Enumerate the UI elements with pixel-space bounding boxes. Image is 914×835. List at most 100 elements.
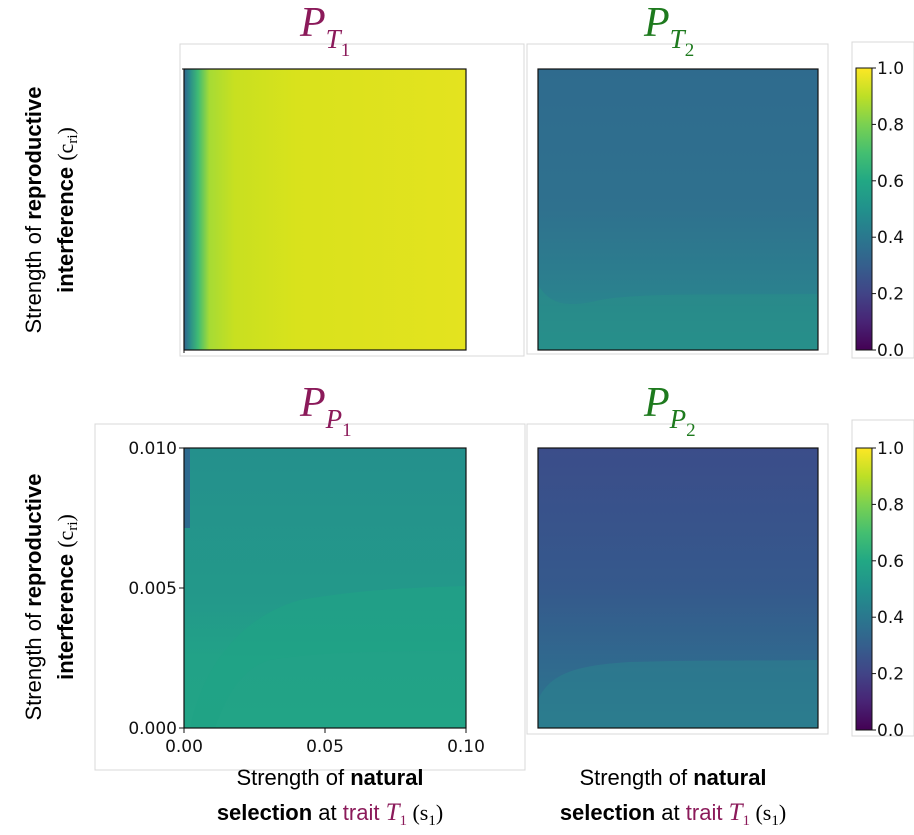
title-pt1: PT1	[299, 0, 350, 61]
title-pt2-sub: T	[670, 24, 687, 54]
title-pp2-base: P	[643, 380, 670, 426]
colorbar-top-tick-label: 0.4	[877, 228, 904, 248]
frame-t1	[179, 43, 525, 357]
heatmap-pp1-band	[190, 586, 466, 728]
xlabel-left-close: )	[436, 800, 443, 825]
heatmap-pt2	[537, 68, 819, 351]
xlabel-left-Tsub: 1	[399, 813, 407, 829]
ylabel-top-line1: Strength of reproductive	[21, 86, 46, 333]
xlabel-left-T: T	[386, 799, 402, 826]
xlabel-left-s: (s	[407, 800, 428, 825]
title-pt1-base: P	[299, 0, 326, 46]
colorbar-bottom: 1.0 0.8 0.6 0.4 0.2 0.0	[855, 439, 904, 741]
heatmap-pt2-border	[537, 68, 819, 351]
title-pp1-sub: P	[325, 404, 343, 434]
title-pp2: PP2	[643, 380, 696, 441]
pp1-ytick-label: 0.000	[128, 719, 177, 739]
ylabel-bottom-bold2: interference	[53, 554, 78, 680]
pp1-xtick-label: 0.05	[306, 737, 344, 757]
ylabel-bottom-close: )	[53, 514, 78, 521]
xlabel-left-mid: at	[312, 800, 343, 825]
frame-p1	[94, 423, 526, 771]
heatmap-pp2	[537, 447, 819, 729]
ylabel-top: Strength of reproductive interference (c…	[21, 86, 81, 333]
pp1-ytick-label: 0.005	[128, 579, 177, 599]
colorbar-bottom-tick-label: 1.0	[877, 439, 904, 459]
colorbar-top-tick-label: 0.8	[877, 115, 904, 135]
ylabel-top-line2: interference (cri)	[53, 127, 81, 293]
xlabel-left-line2: selection at trait T1 (s1)	[217, 799, 443, 829]
colorbar-top: 1.0 0.8 0.6 0.4 0.2 0.0	[855, 59, 904, 361]
frame-p2	[526, 423, 829, 735]
colorbar-top-bar	[855, 67, 873, 351]
colorbar-top-tick-label: 1.0	[877, 59, 904, 79]
frame-t2	[526, 43, 829, 355]
xlabel-left-pre: Strength of	[236, 765, 350, 790]
colorbar-top-tick-label: 0.0	[877, 341, 904, 361]
xlabel-left-bold2: selection	[217, 800, 312, 825]
heatmap-pp2-border	[537, 447, 819, 729]
pp1-ytick-label: 0.010	[128, 439, 177, 459]
ylabel-bottom-pre: Strength of	[21, 607, 46, 721]
xlabel-right-s: (s	[750, 800, 771, 825]
xlabel-right-ssub: 1	[771, 813, 779, 829]
heatmap-pp2-band	[538, 660, 818, 728]
title-pt2-subsub: 2	[685, 40, 695, 61]
colorbar-top-tick-label: 0.6	[877, 172, 904, 192]
ylabel-bottom: Strength of reproductive interference (c…	[21, 473, 81, 720]
ylabel-bottom-sym: (c	[53, 530, 78, 547]
pp1-axes: 0.000 0.005 0.010 0.00 0.05 0.10	[128, 439, 485, 757]
xlabel-left-bold: natural	[350, 765, 423, 790]
colorbar-bottom-bar	[855, 447, 873, 731]
title-pp1-base: P	[299, 380, 326, 426]
colorbar-bottom-tick-label: 0.2	[877, 665, 904, 685]
heatmap-pp1-left-strip	[184, 448, 190, 528]
title-pp1: PP1	[299, 380, 352, 441]
colorbar-bottom-tick-label: 0.4	[877, 608, 904, 628]
title-pp1-subsub: 1	[342, 420, 352, 441]
xlabel-right: Strength of natural selection at trait T…	[560, 765, 786, 829]
title-pt2-base: P	[643, 0, 670, 46]
ylabel-top-close: )	[53, 127, 78, 134]
title-pp2-sub: P	[669, 404, 687, 434]
pp1-xtick-label: 0.10	[447, 737, 485, 757]
xlabel-right-line2: selection at trait T1 (s1)	[560, 799, 786, 829]
colorbar-bottom-tick-label: 0.8	[877, 495, 904, 515]
frame-cbar-bottom	[851, 419, 914, 737]
heatmap-pt1	[182, 68, 467, 353]
heatmap-pp1	[183, 447, 467, 729]
xlabel-left-ssub: 1	[428, 813, 436, 829]
colorbar-bottom-tick-label: 0.0	[877, 721, 904, 741]
xlabel-right-pre: Strength of	[579, 765, 693, 790]
xlabel-right-trait: trait	[686, 800, 729, 825]
xlabel-right-Tsub: 1	[742, 813, 750, 829]
heatmap-pt2-band	[538, 285, 818, 350]
ylabel-bottom-bold: reproductive	[21, 473, 46, 606]
pp1-xtick-label: 0.00	[165, 737, 203, 757]
xlabel-right-bold: natural	[693, 765, 766, 790]
ylabel-top-bold: reproductive	[21, 86, 46, 219]
title-pt2: PT2	[643, 0, 694, 61]
heatmap-pt1-border	[183, 68, 467, 351]
heatmap-pt1-field	[184, 69, 466, 350]
ylabel-top-pre: Strength of	[21, 220, 46, 334]
xlabel-right-close: )	[779, 800, 786, 825]
xlabel-right-mid: at	[655, 800, 686, 825]
colorbar-top-tick-label: 0.2	[877, 285, 904, 305]
ylabel-bottom-line2: interference (cri)	[53, 514, 81, 680]
title-pt1-subsub: 1	[341, 40, 351, 61]
title-pt1-sub: T	[326, 24, 343, 54]
xlabel-left: Strength of natural selection at trait T…	[217, 765, 443, 829]
title-pp2-subsub: 2	[686, 420, 696, 441]
ylabel-top-bold2: interference	[53, 167, 78, 293]
xlabel-right-bold2: selection	[560, 800, 655, 825]
xlabel-left-trait: trait	[343, 800, 386, 825]
ylabel-bottom-line1: Strength of reproductive	[21, 473, 46, 720]
ylabel-top-sym: (c	[53, 143, 78, 160]
frame-cbar-top	[851, 41, 914, 359]
xlabel-right-T: T	[729, 799, 745, 826]
ylabel-bottom-sub: ri	[65, 521, 81, 530]
xlabel-left-line1: Strength of natural	[236, 765, 423, 790]
ylabel-top-sub: ri	[65, 134, 81, 143]
